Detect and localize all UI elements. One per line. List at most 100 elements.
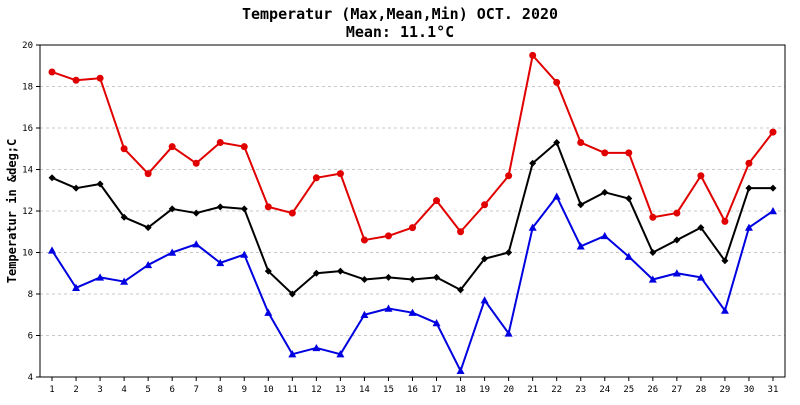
x-tick-label: 31	[768, 385, 779, 395]
x-tick-label: 19	[479, 385, 490, 395]
data-point	[72, 184, 80, 192]
y-axis-label: Temperatur in &deg;C	[5, 139, 19, 284]
data-point	[672, 269, 681, 277]
data-point	[529, 159, 537, 167]
x-tick-label: 16	[407, 385, 418, 395]
x-tick-label: 13	[335, 385, 346, 395]
x-tick-label: 30	[744, 385, 755, 395]
data-point	[96, 273, 105, 281]
data-point	[601, 188, 609, 196]
x-tick-label: 18	[455, 385, 466, 395]
data-point	[144, 170, 152, 178]
y-tick-label: 8	[28, 290, 33, 300]
data-point	[769, 184, 777, 192]
data-point	[481, 255, 489, 263]
data-point	[721, 257, 729, 265]
data-point	[673, 209, 681, 217]
data-point	[505, 172, 513, 180]
y-tick-label: 6	[28, 332, 33, 342]
data-point	[409, 224, 416, 232]
x-tick-label: 1	[49, 385, 54, 395]
data-point	[192, 209, 200, 217]
data-point	[240, 143, 248, 151]
data-point	[192, 240, 201, 248]
data-point	[529, 51, 537, 59]
data-point	[336, 170, 344, 178]
data-point	[432, 319, 441, 327]
x-tick-label: 7	[193, 385, 198, 395]
x-tick-label: 9	[242, 385, 247, 395]
data-point	[336, 350, 345, 358]
data-point	[168, 248, 177, 256]
y-tick-label: 16	[22, 124, 33, 134]
data-point	[553, 139, 561, 147]
data-point	[384, 304, 393, 312]
y-tick-label: 10	[22, 249, 33, 259]
data-point	[216, 258, 225, 267]
data-point	[144, 260, 153, 269]
data-point	[360, 310, 369, 318]
data-point	[120, 277, 129, 285]
x-tick-label: 26	[647, 385, 658, 395]
data-point	[648, 275, 657, 283]
data-point	[240, 205, 248, 213]
data-point	[312, 343, 321, 352]
y-tick-label: 20	[22, 41, 33, 51]
data-point	[673, 236, 681, 244]
data-point	[384, 232, 392, 240]
data-point	[216, 203, 224, 211]
x-tick-label: 5	[145, 385, 150, 395]
data-point	[264, 203, 272, 211]
x-tick-label: 25	[623, 385, 634, 395]
data-point	[625, 149, 633, 157]
x-tick-label: 17	[431, 385, 442, 395]
x-tick-label: 29	[719, 385, 730, 395]
x-tick-label: 3	[97, 385, 102, 395]
x-tick-label: 8	[218, 385, 223, 395]
data-point	[48, 246, 57, 254]
data-point	[696, 273, 705, 281]
data-point	[360, 236, 368, 244]
series-1	[48, 51, 777, 244]
data-point	[288, 350, 297, 358]
series-lines	[48, 51, 777, 374]
data-point	[168, 205, 176, 213]
data-point	[288, 209, 296, 217]
data-point	[528, 223, 537, 231]
data-point	[697, 224, 705, 232]
x-tick-label: 15	[383, 385, 394, 395]
data-point	[120, 213, 128, 221]
data-point	[745, 184, 753, 192]
y-tick-label: 12	[22, 207, 33, 217]
data-point	[433, 273, 441, 281]
x-tick-label: 20	[503, 385, 514, 395]
data-point	[625, 195, 633, 203]
data-point	[48, 174, 56, 182]
data-point	[360, 275, 368, 283]
data-point	[481, 201, 489, 209]
data-point	[552, 192, 561, 200]
x-tick-label: 11	[287, 385, 298, 395]
data-point	[505, 249, 513, 256]
data-point	[168, 143, 176, 151]
data-point	[96, 74, 104, 82]
y-tick-label: 4	[28, 373, 33, 383]
data-point	[384, 273, 392, 281]
data-point	[336, 267, 344, 275]
x-tick-label: 2	[73, 385, 78, 395]
x-tick-label: 21	[527, 385, 538, 395]
chart-subtitle: Mean: 11.1°C	[346, 23, 454, 41]
x-tick-label: 4	[121, 385, 126, 395]
data-point	[504, 329, 513, 337]
data-point	[720, 306, 729, 314]
data-point	[457, 286, 465, 294]
data-point	[240, 250, 249, 258]
data-point	[433, 197, 441, 205]
data-point	[288, 290, 296, 298]
y-tick-label: 14	[22, 166, 33, 176]
data-point	[408, 308, 417, 316]
x-tick-label: 24	[599, 385, 610, 395]
data-point	[312, 269, 320, 277]
